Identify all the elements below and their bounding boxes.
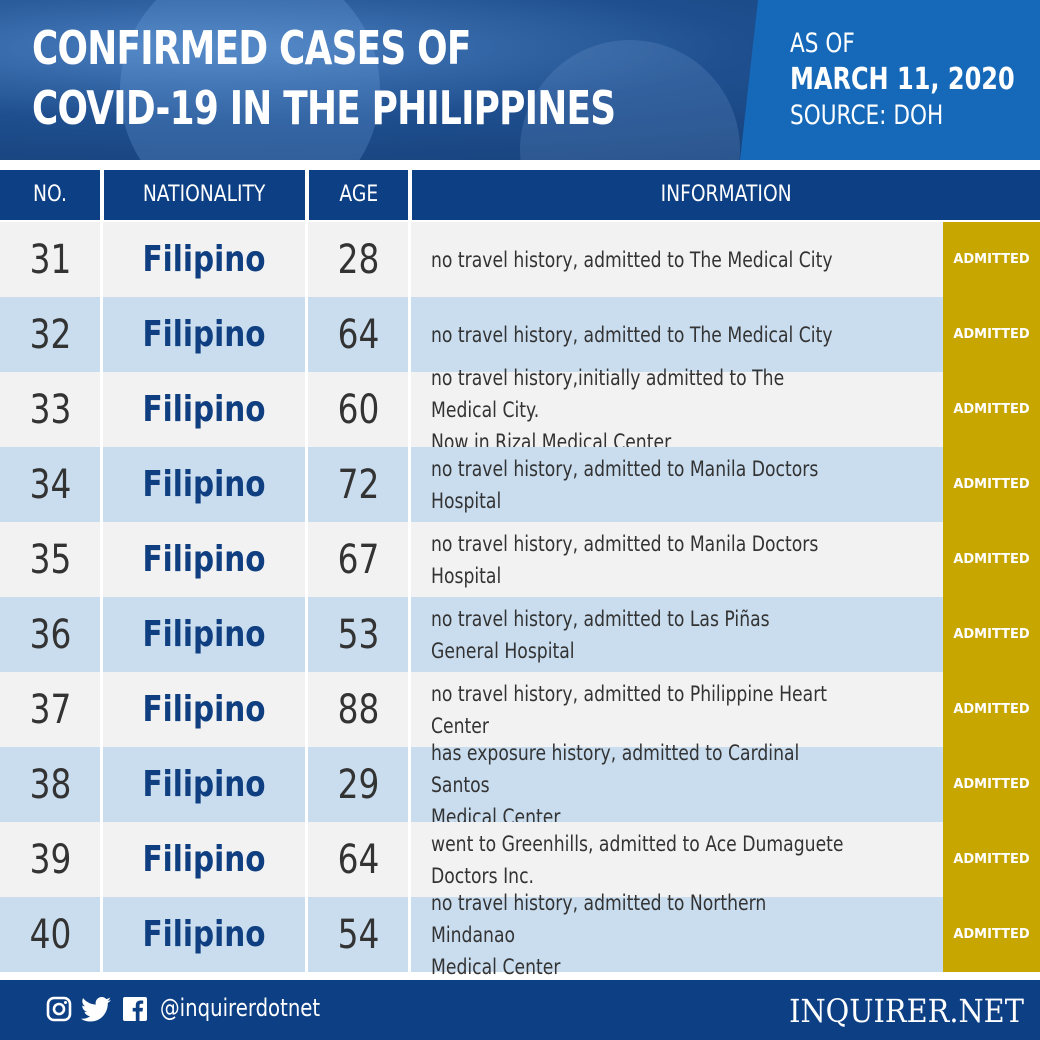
age: 60 [308, 372, 408, 447]
case-number: 40 [0, 897, 100, 972]
nationality: Filipino [103, 372, 305, 447]
nationality: Filipino [103, 297, 305, 372]
case-number: 38 [0, 747, 100, 822]
table-row: 35 Filipino 67 no travel history, admitted … [0, 522, 1040, 597]
twitter-icon[interactable] [80, 996, 112, 1022]
case-information: no travel history, admitted to The Medic… [411, 297, 943, 372]
footer-bar: @inquirerdotnet INQUIRER.NET [0, 980, 1040, 1040]
nationality: Filipino [103, 822, 305, 897]
age: 67 [308, 522, 408, 597]
nationality: Filipino [103, 447, 305, 522]
column-header-information: INFORMATION [660, 182, 792, 207]
table-row: 36 Filipino 53 no travel history, admitted … [0, 597, 1040, 672]
status-badge: ADMITTED [943, 222, 1040, 297]
column-divider [305, 222, 308, 972]
case-information: no travel history,initially admitted to … [411, 366, 943, 454]
table-row: 37 Filipino 88 no travel history, admitted … [0, 672, 1040, 747]
header-banner: CONFIRMED CASES OF COVID-19 IN THE PHILI… [0, 0, 1040, 160]
case-number: 33 [0, 372, 100, 447]
status-badge: ADMITTED [943, 522, 1040, 597]
nationality: Filipino [103, 897, 305, 972]
case-information: no travel history, admitted to Manila Do… [411, 522, 943, 597]
instagram-icon[interactable] [46, 996, 72, 1022]
report-date: MARCH 11, 2020 [790, 62, 1015, 97]
case-information: no travel history, admitted to Northern … [411, 891, 943, 979]
source-label: SOURCE: DOH [790, 100, 944, 131]
case-information: no travel history, admitted to Las Piñas… [411, 597, 943, 672]
facebook-icon[interactable] [122, 996, 148, 1022]
case-number: 31 [0, 222, 100, 297]
table-row: 40 Filipino 54 no travel history, admitted … [0, 891, 1040, 979]
age: 53 [308, 597, 408, 672]
age: 88 [308, 672, 408, 747]
case-information: no travel history, admitted to Philippin… [411, 672, 943, 747]
case-number: 36 [0, 597, 100, 672]
case-number: 37 [0, 672, 100, 747]
case-information: has exposure history, admitted to Cardin… [411, 741, 943, 829]
status-badge: ADMITTED [943, 897, 1040, 972]
age: 54 [308, 897, 408, 972]
status-badge: ADMITTED [943, 372, 1040, 447]
social-handle[interactable]: @inquirerdotnet [160, 994, 321, 1022]
status-badge: ADMITTED [943, 672, 1040, 747]
nationality: Filipino [103, 672, 305, 747]
as-of-label: AS OF [790, 28, 855, 59]
case-number: 39 [0, 822, 100, 897]
age: 64 [308, 297, 408, 372]
nationality: Filipino [103, 597, 305, 672]
case-information: no travel history, admitted to The Medic… [411, 222, 943, 297]
column-header-nationality: NATIONALITY [143, 182, 266, 207]
case-information: went to Greenhills, admitted to Ace Duma… [411, 822, 943, 897]
column-divider [100, 222, 103, 972]
case-number: 32 [0, 297, 100, 372]
case-number: 35 [0, 522, 100, 597]
column-header-age: AGE [339, 182, 378, 207]
age: 29 [308, 747, 408, 822]
title-line-1: CONFIRMED CASES OF [32, 21, 471, 75]
nationality: Filipino [103, 747, 305, 822]
status-badge: ADMITTED [943, 447, 1040, 522]
table-row: 32 Filipino 64 no travel history, admitted … [0, 297, 1040, 372]
age: 64 [308, 822, 408, 897]
table-row: 33 Filipino 60 no travel history,initially … [0, 366, 1040, 454]
status-badge: ADMITTED [943, 822, 1040, 897]
virus-graphic [120, 0, 380, 160]
header-date-band [740, 0, 1040, 160]
column-divider [408, 222, 411, 972]
table-header: NO. NATIONALITY AGE INFORMATION [0, 170, 1040, 220]
case-number: 34 [0, 447, 100, 522]
table-row: 38 Filipino 29 has exposure history, admitt… [0, 741, 1040, 829]
column-header-no: NO. [33, 182, 67, 207]
age: 72 [308, 447, 408, 522]
date-block: AS OF MARCH 11, 2020 SOURCE: DOH [790, 26, 1040, 134]
table-row: 39 Filipino 64 went to Greenhills, admitted… [0, 822, 1040, 897]
page-title: CONFIRMED CASES OF COVID-19 IN THE PHILI… [32, 18, 780, 138]
brand-logo: INQUIRER.NET [789, 992, 1024, 1030]
case-information: no travel history, admitted to Manila Do… [411, 447, 943, 522]
status-badge: ADMITTED [943, 297, 1040, 372]
table-row: 31 Filipino 28 no travel history, admitted … [0, 222, 1040, 297]
status-badge: ADMITTED [943, 747, 1040, 822]
title-line-2: COVID-19 IN THE PHILIPPINES [32, 81, 616, 135]
status-badge: ADMITTED [943, 597, 1040, 672]
nationality: Filipino [103, 222, 305, 297]
nationality: Filipino [103, 522, 305, 597]
age: 28 [308, 222, 408, 297]
table-row: 34 Filipino 72 no travel history, admitted … [0, 447, 1040, 522]
